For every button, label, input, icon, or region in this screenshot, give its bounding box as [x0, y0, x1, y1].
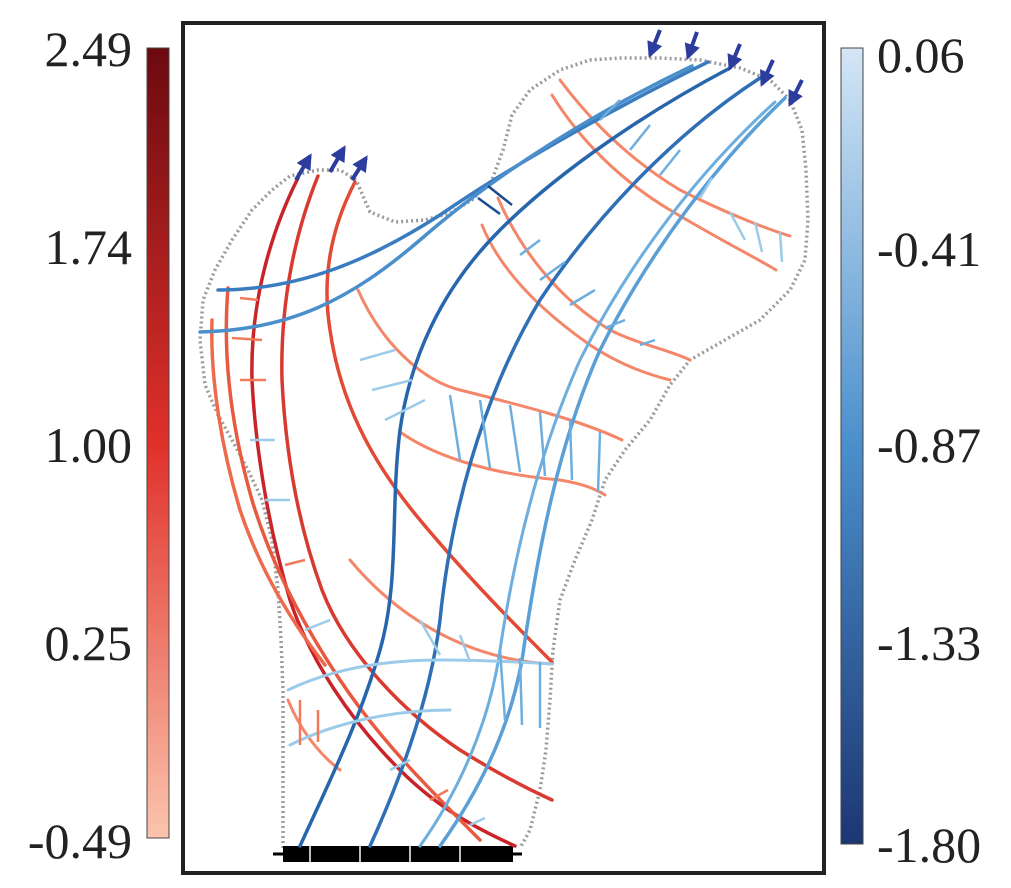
web-member — [389, 758, 411, 772]
right-colorbar: 0.06 -0.41 -0.87 -1.33 -1.80 — [840, 27, 981, 873]
load-arrow — [684, 31, 700, 61]
left-colorbar-tick: 0.25 — [45, 615, 133, 671]
tension-member — [286, 698, 342, 772]
compression-member — [288, 708, 452, 747]
web-member — [359, 348, 396, 362]
right-colorbar-tick: -0.87 — [877, 417, 981, 473]
web-member — [508, 404, 522, 473]
web-member — [231, 336, 263, 342]
left-colorbar-tick: -0.49 — [28, 813, 132, 869]
web-member — [371, 378, 413, 392]
web-member — [604, 318, 626, 330]
web-members — [231, 99, 784, 827]
web-member — [728, 211, 747, 241]
web-member — [698, 177, 714, 199]
web-member — [458, 634, 472, 663]
load-arrow — [328, 145, 346, 174]
web-member — [487, 185, 513, 206]
web-member — [429, 788, 449, 802]
tension-member — [558, 78, 792, 238]
compression-member — [286, 658, 554, 692]
tension-member — [280, 174, 554, 802]
compression-member — [298, 66, 732, 848]
web-member — [498, 649, 507, 721]
web-member — [304, 618, 331, 632]
compression-member — [438, 96, 787, 848]
web-member — [778, 231, 784, 263]
web-member — [384, 398, 426, 422]
web-member — [518, 657, 524, 726]
right-colorbar-gradient — [840, 47, 864, 845]
web-member — [629, 124, 651, 151]
tension-member — [398, 430, 607, 497]
web-member — [519, 239, 541, 256]
web-member — [284, 558, 306, 567]
tension-member — [480, 223, 672, 382]
web-member — [639, 338, 656, 347]
web-member — [569, 288, 596, 307]
load-arrows — [294, 29, 804, 182]
web-member — [599, 99, 621, 121]
right-colorbar-tick: -0.41 — [877, 221, 981, 277]
web-member — [659, 149, 681, 176]
left-colorbar-tick: 1.74 — [45, 219, 133, 275]
load-arrow — [727, 43, 743, 71]
tension-member — [550, 93, 778, 272]
web-member — [568, 419, 574, 481]
left-colorbar: 2.49 1.74 1.00 0.25 -0.49 — [28, 21, 170, 869]
load-arrow — [760, 59, 775, 87]
web-member — [477, 196, 501, 216]
tension-member — [224, 286, 482, 842]
left-colorbar-gradient — [146, 47, 170, 839]
right-colorbar-tick: -1.33 — [877, 615, 981, 671]
tension-member — [356, 288, 624, 442]
web-member — [538, 411, 547, 477]
load-arrow — [294, 153, 312, 182]
web-member — [478, 399, 492, 469]
load-arrow — [788, 79, 804, 107]
web-member — [753, 221, 764, 253]
load-arrow — [350, 155, 368, 182]
right-colorbar-tick: -1.80 — [877, 817, 981, 873]
left-colorbar-tick: 2.49 — [45, 21, 133, 77]
web-member — [239, 296, 259, 302]
web-member — [469, 816, 486, 827]
web-member — [539, 260, 566, 282]
compression-member — [216, 60, 710, 292]
right-colorbar-tick: 0.06 — [877, 27, 965, 83]
web-member — [448, 394, 462, 461]
tension-members — [210, 78, 792, 848]
compression-member — [368, 76, 762, 848]
load-arrow — [647, 29, 663, 58]
support-bar — [273, 846, 522, 862]
left-colorbar-tick: 1.00 — [45, 417, 133, 473]
tension-member — [210, 318, 327, 667]
web-member — [596, 431, 602, 493]
tension-member — [325, 180, 554, 664]
web-member — [418, 619, 442, 656]
compression-member — [418, 100, 777, 848]
